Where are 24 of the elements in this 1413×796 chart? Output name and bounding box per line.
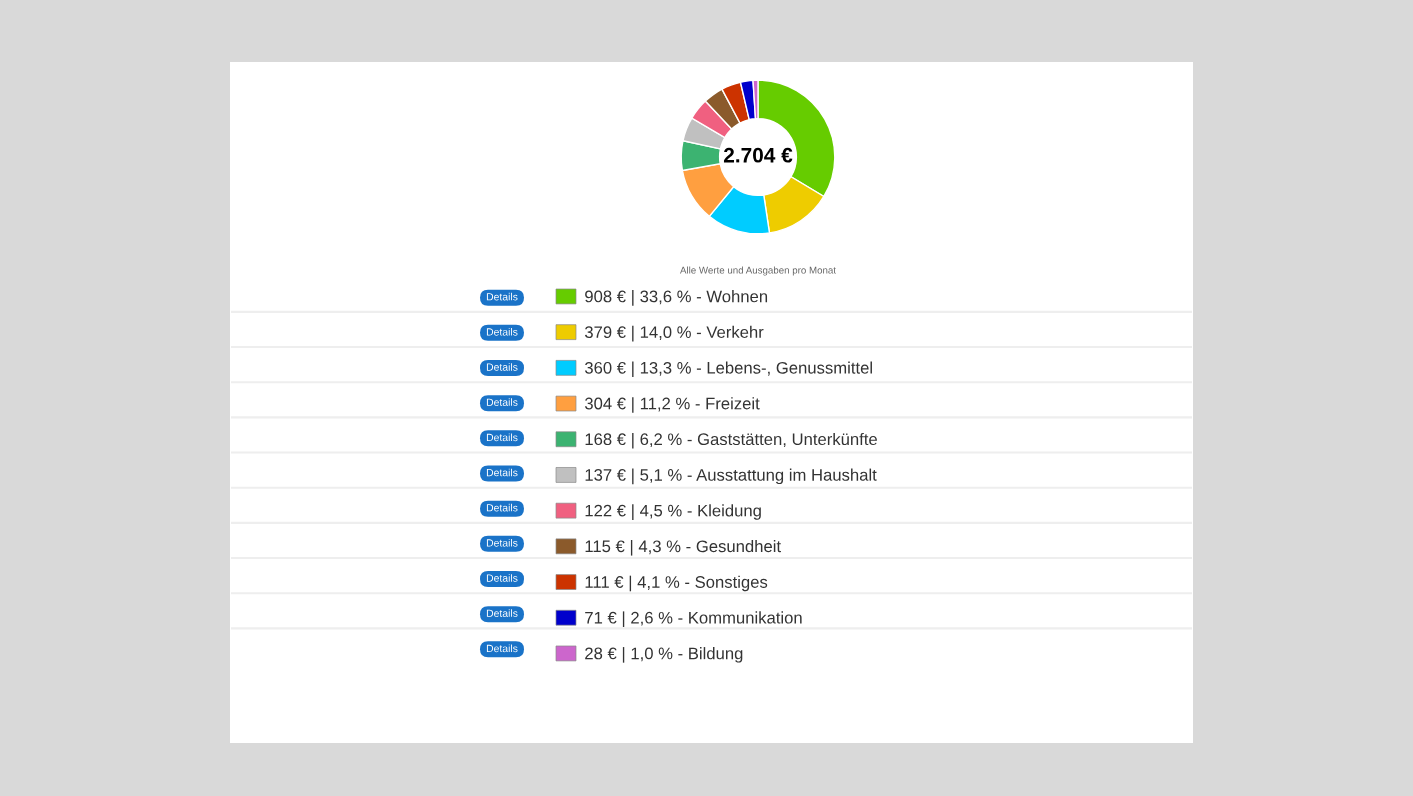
- text: Details: [486, 644, 518, 653]
- legend-label: 111 € | 4,1 % - Sonstiges: [585, 575, 768, 592]
- legend-label: 137 € | 5,1 % - Ausstattung im Haushalt: [585, 468, 877, 485]
- text: Details: [486, 433, 518, 442]
- text: Details: [486, 398, 518, 406]
- text: Details: [486, 609, 518, 617]
- text: Details: [486, 292, 518, 301]
- legend-label: 168 € | 6,2 % - Gaststätten, Unterkünfte: [585, 432, 877, 449]
- legend-label: 304 € | 11,2 % - Freizeit: [584, 397, 760, 413]
- text: Details: [486, 574, 518, 582]
- legend-label: 71 € | 2,6 % - Kommunikation: [585, 611, 802, 627]
- legend-label: 28 € | 1,0 % - Bildung: [585, 647, 743, 663]
- legend-label: 115 € | 4,3 % - Gesundheit: [585, 539, 781, 556]
- legend-label: 379 € | 14,0 % - Verkehr: [584, 325, 764, 342]
- text: Details: [486, 538, 518, 547]
- text: Details: [486, 363, 518, 371]
- text: Details: [486, 468, 518, 477]
- text: 2.704 €: [723, 147, 793, 163]
- text: Details: [486, 503, 518, 512]
- text: Alle Werte und Ausgaben pro Monat: [680, 266, 836, 276]
- legend-label: 908 € | 33,6 % - Wohnen: [585, 290, 768, 306]
- legend-label: 122 € | 4,5 % - Kleidung: [585, 504, 761, 520]
- legend-label: 360 € | 13,3 % - Lebens-, Genussmittel: [584, 361, 872, 378]
- text: Details: [486, 327, 518, 336]
